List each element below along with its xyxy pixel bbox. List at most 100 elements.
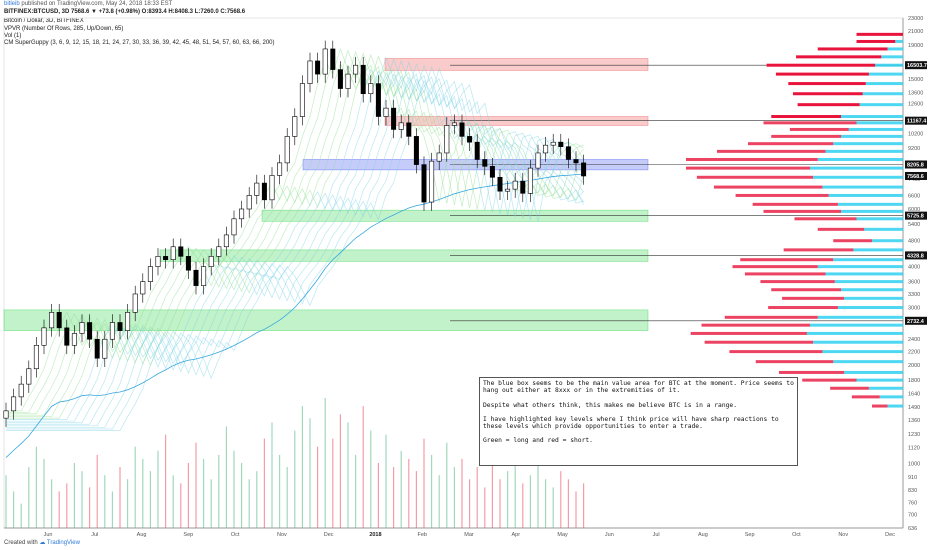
- candle-body: [520, 180, 526, 194]
- y-tick-label: 6000: [908, 207, 920, 213]
- y-tick-label: 3600: [908, 280, 920, 286]
- volume-bar: [469, 479, 471, 528]
- volume-bar: [187, 463, 189, 528]
- indicator-guppy[interactable]: CM SuperGuppy (3, 6, 9, 12, 15, 18, 21, …: [4, 40, 275, 46]
- vp-buy-bar: [825, 149, 903, 153]
- candle-body: [41, 327, 47, 346]
- vp-buy-bar: [810, 323, 903, 327]
- note-paragraph-3: I have highlighted key levels where I th…: [483, 415, 779, 431]
- volume-bar: [241, 463, 243, 528]
- y-tick-label: 830: [908, 488, 917, 494]
- vp-sell-bar: [768, 306, 838, 310]
- zone-long: [3, 309, 649, 331]
- author-link[interactable]: bitleib: [4, 1, 20, 7]
- vp-sell-bar: [760, 280, 835, 284]
- vp-sell-bar: [789, 127, 849, 131]
- volume-bar: [491, 450, 493, 528]
- volume-bar: [43, 458, 45, 528]
- candle-body: [155, 256, 161, 267]
- y-tick-label: 1000: [908, 462, 920, 468]
- vp-buy-bar: [822, 350, 903, 354]
- volume-bar: [507, 471, 509, 528]
- candle-body: [102, 338, 108, 359]
- candle-body: [147, 266, 153, 282]
- volume-bar: [134, 446, 136, 528]
- price-label-box: [905, 316, 927, 325]
- vp-buy-bar: [841, 288, 903, 292]
- candle-body: [451, 122, 457, 126]
- volume-bar: [438, 475, 440, 528]
- vp-buy-bar: [895, 39, 903, 43]
- vp-buy-bar: [806, 331, 903, 335]
- vp-buy-bar: [828, 193, 903, 197]
- vp-sell-bar: [686, 166, 810, 170]
- candle-body: [467, 136, 473, 143]
- guppy-ribbon-line: [6, 49, 584, 413]
- vp-buy-bar: [887, 404, 903, 408]
- volume-bar: [165, 434, 167, 528]
- volume-bar: [81, 471, 83, 528]
- volume-bar: [552, 487, 554, 528]
- volume-bar: [279, 454, 281, 528]
- guppy-ribbon-line: [6, 61, 584, 425]
- candle-body: [49, 312, 55, 329]
- y-tick-label: 13600: [908, 91, 923, 97]
- note-paragraph-1: The blue box seems to be the main value …: [483, 380, 794, 395]
- vp-sell-bar: [766, 63, 876, 67]
- note-paragraph-2: Despite what others think, this makes me…: [483, 401, 738, 409]
- x-tick-label: Nov: [277, 532, 287, 538]
- candle-body: [71, 333, 77, 346]
- footer-brand[interactable]: TradingView: [46, 540, 80, 546]
- candle-body: [421, 164, 427, 203]
- ohlc-line: BITFINEX:BTCUSD, 3D 7568.6 ▼ +73.8 (+0.9…: [4, 9, 246, 15]
- price-label: 5725.8: [907, 214, 924, 220]
- volume-bar: [218, 454, 220, 528]
- y-tick-label: 6600: [908, 193, 920, 199]
- vp-sell-bar: [686, 157, 818, 161]
- y-tick-label: 910: [908, 475, 917, 481]
- volume-bar: [431, 454, 433, 528]
- volume-bar: [446, 442, 448, 528]
- y-tick-label: 1640: [908, 391, 920, 397]
- vp-buy-bar: [887, 47, 903, 51]
- guppy-ribbon-line: [6, 47, 584, 412]
- volume-bar: [575, 491, 577, 528]
- vp-buy-bar: [837, 202, 903, 206]
- tradingview-logo-icon: ☁: [39, 540, 46, 546]
- candle-body: [94, 338, 100, 359]
- volume-bar: [13, 491, 15, 528]
- y-tick-label: 4000: [908, 265, 920, 271]
- guppy-ribbon-line: [6, 52, 584, 416]
- volume-bar: [560, 471, 562, 528]
- note-paragraph-4: Green = long and red = short.: [483, 437, 593, 445]
- annotation-note: The blue box seems to be the main value …: [479, 377, 798, 466]
- volume-bar: [35, 446, 37, 528]
- guppy-ribbon-line: [6, 66, 584, 430]
- vp-sell-bar: [713, 185, 823, 189]
- indicator-vol[interactable]: Vol (1): [4, 33, 22, 39]
- x-tick-label: Oct: [231, 532, 240, 538]
- vp-sell-bar: [797, 103, 860, 107]
- vp-buy-bar: [822, 185, 903, 189]
- candle-body: [482, 159, 488, 167]
- candle-body: [573, 159, 579, 164]
- zone-short: [384, 58, 649, 71]
- volume-bar: [203, 458, 205, 528]
- vp-buy-bar: [848, 127, 903, 131]
- vp-buy-bar: [881, 55, 903, 59]
- candle-body: [360, 64, 366, 95]
- vp-buy-bar: [844, 296, 903, 300]
- price-label: 7568.6: [907, 174, 924, 180]
- vp-sell-bar: [830, 386, 869, 390]
- volume-bar: [294, 430, 296, 528]
- volume-bar: [408, 458, 410, 528]
- vp-buy-bar: [825, 272, 903, 276]
- indicator-vpvr[interactable]: VPVR (Number Of Rows, 285, Up/Down, 65): [4, 26, 124, 32]
- vp-sell-bar: [763, 121, 857, 125]
- x-tick-label: Feb: [417, 532, 426, 538]
- price-label-box: [905, 251, 927, 260]
- y-tick-label: 12600: [908, 102, 923, 108]
- footer: Created with ☁ TradingView: [4, 539, 80, 546]
- candle-body: [337, 69, 343, 89]
